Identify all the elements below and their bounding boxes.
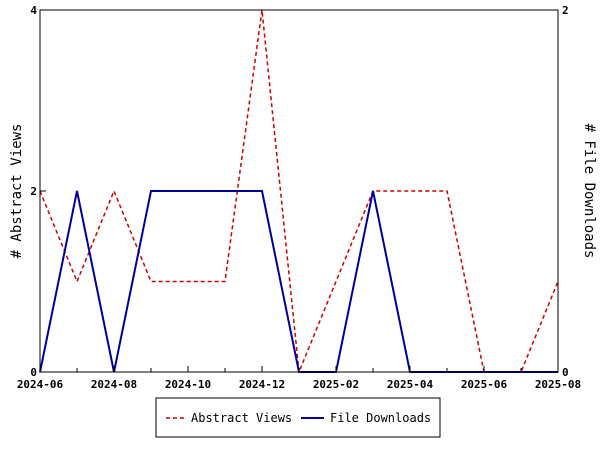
x-tick-label: 2024-08 (91, 378, 137, 391)
y2-axis-title: # File Downloads (581, 124, 597, 259)
x-tick-label: 2024-10 (165, 378, 211, 391)
y-tick-label: 2 (30, 185, 37, 198)
x-tick-label: 2024-12 (239, 378, 285, 391)
x-tick-label: 2025-06 (461, 378, 508, 391)
x-tick-label: 2025-08 (535, 378, 581, 391)
x-tick-label: 2024-06 (17, 378, 64, 391)
y-tick-label: 0 (30, 366, 37, 379)
y-tick-label: 4 (30, 4, 37, 17)
y2-tick-label: 2 (562, 4, 569, 17)
series-line-file-downloads (39, 190, 558, 373)
y-axis-title: # Abstract Views (9, 124, 25, 259)
plot-frame (39, 9, 559, 373)
legend-label-file-downloads: File Downloads (330, 411, 431, 425)
x-tick-label: 2025-04 (387, 378, 434, 391)
legend: Abstract Views File Downloads (155, 397, 441, 438)
x-tick-label: 2025-02 (313, 378, 359, 391)
series-line-abstract-views (39, 9, 559, 373)
legend-box (155, 397, 441, 438)
y2-tick-label: 0 (562, 366, 569, 379)
legend-label-abstract-views: Abstract Views (191, 411, 292, 425)
